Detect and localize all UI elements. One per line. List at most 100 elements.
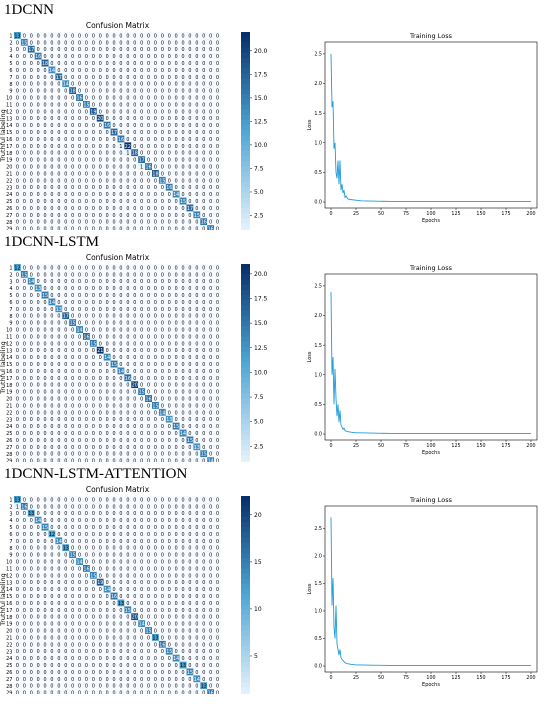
cell-value: 0 — [50, 130, 53, 136]
cell-value: 0 — [78, 321, 81, 327]
cell-value: 0 — [216, 47, 219, 53]
cell-value: 0 — [113, 321, 116, 327]
cell-value: 0 — [85, 532, 88, 538]
cell-value: 0 — [216, 33, 219, 39]
cell-value: 0 — [133, 573, 136, 579]
cell-value: 15 — [125, 608, 131, 614]
cell-value: 0 — [99, 573, 102, 579]
cell-value: 0 — [99, 213, 102, 219]
cell-value: 0 — [161, 383, 164, 389]
cell-value: 0 — [92, 137, 95, 143]
cell-value: 0 — [16, 559, 19, 565]
cell-value: 0 — [30, 362, 33, 368]
cell-value: 0 — [182, 504, 185, 510]
cell-value: 0 — [140, 89, 143, 95]
cell-value: 0 — [99, 417, 102, 423]
cell-value: 0 — [64, 164, 67, 170]
cell-value: 0 — [147, 615, 150, 621]
cell-value: 0 — [202, 109, 205, 115]
cell-value: 0 — [126, 206, 129, 212]
cell-value: 0 — [78, 417, 81, 423]
cell-value: 0 — [113, 109, 116, 115]
cell-value: 0 — [209, 608, 212, 614]
cell-value: 0 — [209, 89, 212, 95]
cell-value: 0 — [147, 327, 150, 333]
cell-value: 0 — [106, 151, 109, 157]
colorbar-tick-label: 5.0 — [254, 189, 264, 196]
cell-value: 0 — [209, 307, 212, 313]
cell-value: 0 — [154, 438, 157, 444]
cell-value: 0 — [188, 130, 191, 136]
cell-value: 0 — [140, 383, 143, 389]
cell-value: 0 — [30, 594, 33, 600]
cell-value: 0 — [64, 199, 67, 205]
cell-value: 0 — [147, 341, 150, 347]
cell-value: 0 — [50, 608, 53, 614]
y-tick-label: 15 — [6, 362, 12, 368]
cell-value: 0 — [126, 192, 129, 198]
y-tick-label: 16 — [6, 137, 12, 143]
cell-value: 0 — [188, 383, 191, 389]
cell-value: 0 — [216, 82, 219, 88]
cell-value: 0 — [216, 185, 219, 191]
cell-value: 0 — [182, 33, 185, 39]
cell-value: 0 — [126, 33, 129, 39]
cell-value: 0 — [30, 417, 33, 423]
cell-value: 0 — [92, 587, 95, 593]
cell-value: 0 — [147, 171, 150, 177]
cell-value: 0 — [209, 75, 212, 81]
cell-value: 0 — [140, 348, 143, 354]
cell-value: 0 — [140, 171, 143, 177]
cell-value: 0 — [23, 511, 26, 517]
cell-value: 0 — [161, 355, 164, 361]
cell-value: 0 — [133, 539, 136, 545]
colorbar-segment — [241, 213, 250, 219]
cell-value: 0 — [23, 532, 26, 538]
cell-value: 0 — [92, 54, 95, 60]
cell-value: 0 — [71, 61, 74, 67]
cell-value: 0 — [119, 82, 122, 88]
cell-value: 0 — [23, 525, 26, 531]
colorbar-segment — [241, 274, 250, 280]
cell-value: 0 — [133, 525, 136, 531]
cell-value: 0 — [133, 279, 136, 285]
cell-value: 0 — [92, 307, 95, 313]
cell-value: 0 — [202, 431, 205, 437]
cell-value: 0 — [99, 355, 102, 361]
cell-value: 0 — [37, 307, 40, 313]
cell-value: 0 — [126, 178, 129, 184]
cell-value: 0 — [119, 199, 122, 205]
cell-value: 0 — [78, 615, 81, 621]
cell-value: 0 — [16, 383, 19, 389]
x-tick-label: 50 — [378, 211, 384, 217]
cell-value: 0 — [202, 40, 205, 46]
cell-value: 0 — [50, 348, 53, 354]
cell-value: 0 — [195, 594, 198, 600]
cell-value: 0 — [161, 396, 164, 402]
cell-value: 16 — [104, 123, 110, 129]
cell-value: 0 — [161, 164, 164, 170]
cell-value: 0 — [44, 452, 47, 458]
cell-value: 0 — [71, 33, 74, 39]
cell-value: 0 — [126, 82, 129, 88]
cell-value: 0 — [85, 213, 88, 219]
cell-value: 16 — [35, 54, 41, 60]
cell-value: 0 — [50, 566, 53, 572]
x-tick-label: 125 — [451, 211, 460, 217]
cell-value: 0 — [147, 390, 150, 396]
cell-value: 0 — [202, 608, 205, 614]
cell-value: 0 — [202, 553, 205, 559]
cell-value: 0 — [99, 89, 102, 95]
cell-value: 0 — [188, 594, 191, 600]
cell-value: 0 — [64, 396, 67, 402]
cell-value: 0 — [188, 272, 191, 278]
cell-value: 0 — [154, 102, 157, 108]
cell-value: 0 — [50, 497, 53, 503]
cell-value: 0 — [30, 355, 33, 361]
cell-value: 0 — [147, 504, 150, 510]
y-tick-label: 29 — [6, 459, 12, 462]
cell-value: 0 — [188, 164, 191, 170]
y-tick-label: 27 — [6, 213, 12, 219]
cell-value: 0 — [133, 532, 136, 538]
cell-value: 0 — [154, 452, 157, 458]
